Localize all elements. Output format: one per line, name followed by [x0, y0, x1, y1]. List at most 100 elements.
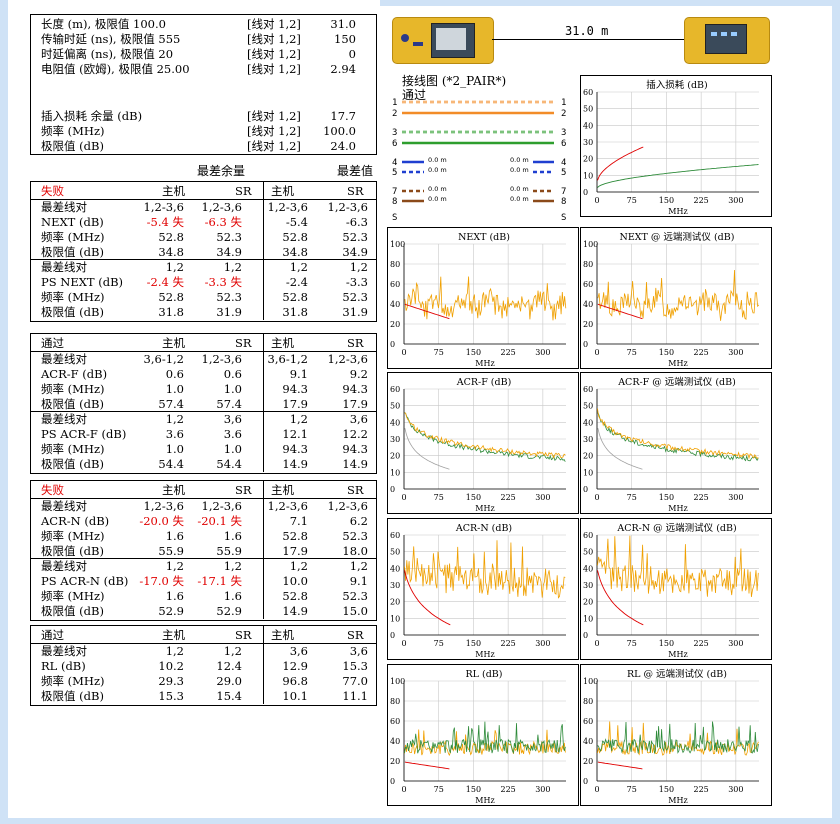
x-tick-label: 300	[728, 785, 743, 794]
x-tick-label: 75	[434, 493, 444, 502]
table-row-label: PS ACR-N (dB)	[41, 574, 129, 588]
y-tick-label: 100	[390, 240, 405, 249]
table-cell: 77.0	[342, 674, 368, 688]
x-tick-label: 75	[627, 348, 637, 357]
table-row-label: 频率 (MHz)	[41, 230, 105, 244]
y-tick-label: 40	[583, 121, 593, 130]
column-divider	[263, 334, 264, 472]
wiremap-status: 通过	[402, 88, 427, 102]
table-cell: 52.3	[216, 230, 242, 244]
table-cell: 1,2-3,6	[327, 200, 368, 214]
chart-rl_r: RL @ 远端测试仪 (dB) 100 80 60 40 20 0 0 75 150 225 300 M…	[580, 664, 772, 806]
table-cell: 10.0	[282, 574, 308, 588]
summary-value: 24.0	[330, 139, 356, 153]
y-tick-label: 0	[390, 485, 395, 494]
table-cell: 12.4	[216, 659, 242, 673]
series-measured	[404, 412, 566, 459]
wiremap-pin-left: 6	[392, 139, 397, 149]
series-limit	[404, 761, 450, 770]
table-cell: 1,2-3,6	[327, 352, 368, 366]
main-tester-image	[392, 17, 494, 64]
x-tick-label: 75	[627, 785, 637, 794]
chart-rl-svg: RL (dB) 100 80 60 40 20 00 75 150 225 300 MHz	[390, 669, 566, 805]
table-cell: 52.9	[216, 604, 242, 618]
table-col-header: 主机	[271, 483, 294, 497]
chart-acrn: ACR-N (dB) 60 50 40 30 20 10 0 0 75 150 225 300 MHz	[387, 518, 579, 660]
series-measured	[597, 721, 759, 756]
y-tick-label: 60	[390, 280, 400, 289]
y-tick-label: 30	[390, 581, 400, 590]
y-tick-label: 60	[583, 385, 593, 394]
results-table: 通过 主机 SR 主机 SR 最差线对 3,6-1,2 1,2-3,6 3,6-1,2 1,2-3…	[30, 333, 377, 474]
y-tick-label: 40	[583, 300, 593, 309]
table-col-header: 主机	[162, 628, 185, 642]
y-tick-label: 60	[583, 717, 593, 726]
table-cell: 52.8	[282, 230, 308, 244]
y-tick-label: 80	[583, 260, 593, 269]
table-col-header: SR	[347, 483, 364, 497]
y-tick-label: 20	[583, 155, 593, 164]
x-tick-label: 150	[659, 493, 674, 502]
table-cell: 1,2	[223, 260, 242, 274]
x-tick-label: 0	[401, 493, 406, 502]
table-row-label: RL (dB)	[41, 659, 86, 673]
y-tick-label: 10	[390, 468, 400, 477]
table-cell: -2.4 失	[146, 275, 184, 289]
table-cell: 1,2-3,6	[267, 200, 308, 214]
table-row-label: ACR-N (dB)	[41, 514, 110, 528]
table-cell: 1.0	[223, 442, 242, 456]
y-tick-label: 20	[583, 598, 593, 607]
table-col-header: 主机	[271, 184, 294, 198]
series-limit	[597, 761, 643, 770]
table-cell: 1,2	[165, 412, 184, 426]
series-limit	[597, 570, 644, 626]
table-cell: 31.8	[282, 305, 308, 319]
group-divider	[31, 259, 376, 260]
y-tick-label: 0	[390, 340, 395, 349]
x-tick-label: 0	[401, 639, 406, 648]
table-cell: -5.4	[285, 215, 308, 229]
table-row-label: 频率 (MHz)	[41, 382, 105, 396]
x-tick-label: 300	[728, 196, 743, 205]
table-cell: 1,2	[223, 644, 242, 658]
table-col-header: 主机	[162, 336, 185, 350]
wiremap-pin-left: 7	[392, 187, 397, 197]
series-measured	[404, 729, 566, 757]
table-col-header: 主机	[271, 628, 294, 642]
y-tick-label: 80	[390, 697, 400, 706]
wiremap-open-distance: 0.0 m	[510, 195, 529, 203]
table-col-header: SR	[235, 184, 252, 198]
table-cell: 9.1	[289, 367, 308, 381]
y-tick-label: 50	[583, 548, 593, 557]
table-cell: -6.3 失	[204, 215, 242, 229]
table-cell: 54.4	[216, 457, 242, 471]
y-tick-label: 0	[583, 631, 588, 640]
table-cell: 57.4	[158, 397, 184, 411]
chart-next: NEXT (dB) 100 80 60 40 20 0 0 75 150 225 300 MHz	[387, 227, 579, 369]
table-cell: 52.8	[282, 290, 308, 304]
x-axis-label: MHz	[668, 359, 687, 368]
wiremap-open-distance: 0.0 m	[428, 185, 447, 193]
table-cell: 1.6	[165, 529, 184, 543]
table-row-label: 极限值 (dB)	[41, 245, 104, 259]
x-tick-label: 0	[401, 785, 406, 794]
chart-rl: RL (dB) 100 80 60 40 20 0 0 75 150 225 300 MHz	[387, 664, 579, 806]
wiremap-pin-right: 5	[561, 168, 566, 178]
y-tick-label: 0	[390, 631, 395, 640]
table-cell: 1,2-3,6	[201, 352, 242, 366]
table-col-header: SR	[235, 336, 252, 350]
table-cell: 55.9	[216, 544, 242, 558]
summary-pair: [线对 1,2]	[247, 139, 301, 153]
wiremap-open-distance: 0.0 m	[510, 166, 529, 174]
table-cell: 94.3	[342, 382, 368, 396]
table-row-label: 极限值 (dB)	[41, 604, 104, 618]
table-cell: 15.3	[158, 689, 184, 703]
x-tick-label: 150	[659, 196, 674, 205]
table-cell: 52.9	[158, 604, 184, 618]
table-cell: 15.4	[216, 689, 242, 703]
table-cell: 52.3	[342, 290, 368, 304]
table-cell: 29.0	[216, 674, 242, 688]
left-border	[0, 0, 8, 824]
table-row-label: ACR-F (dB)	[41, 367, 108, 381]
table-col-header: SR	[347, 628, 364, 642]
